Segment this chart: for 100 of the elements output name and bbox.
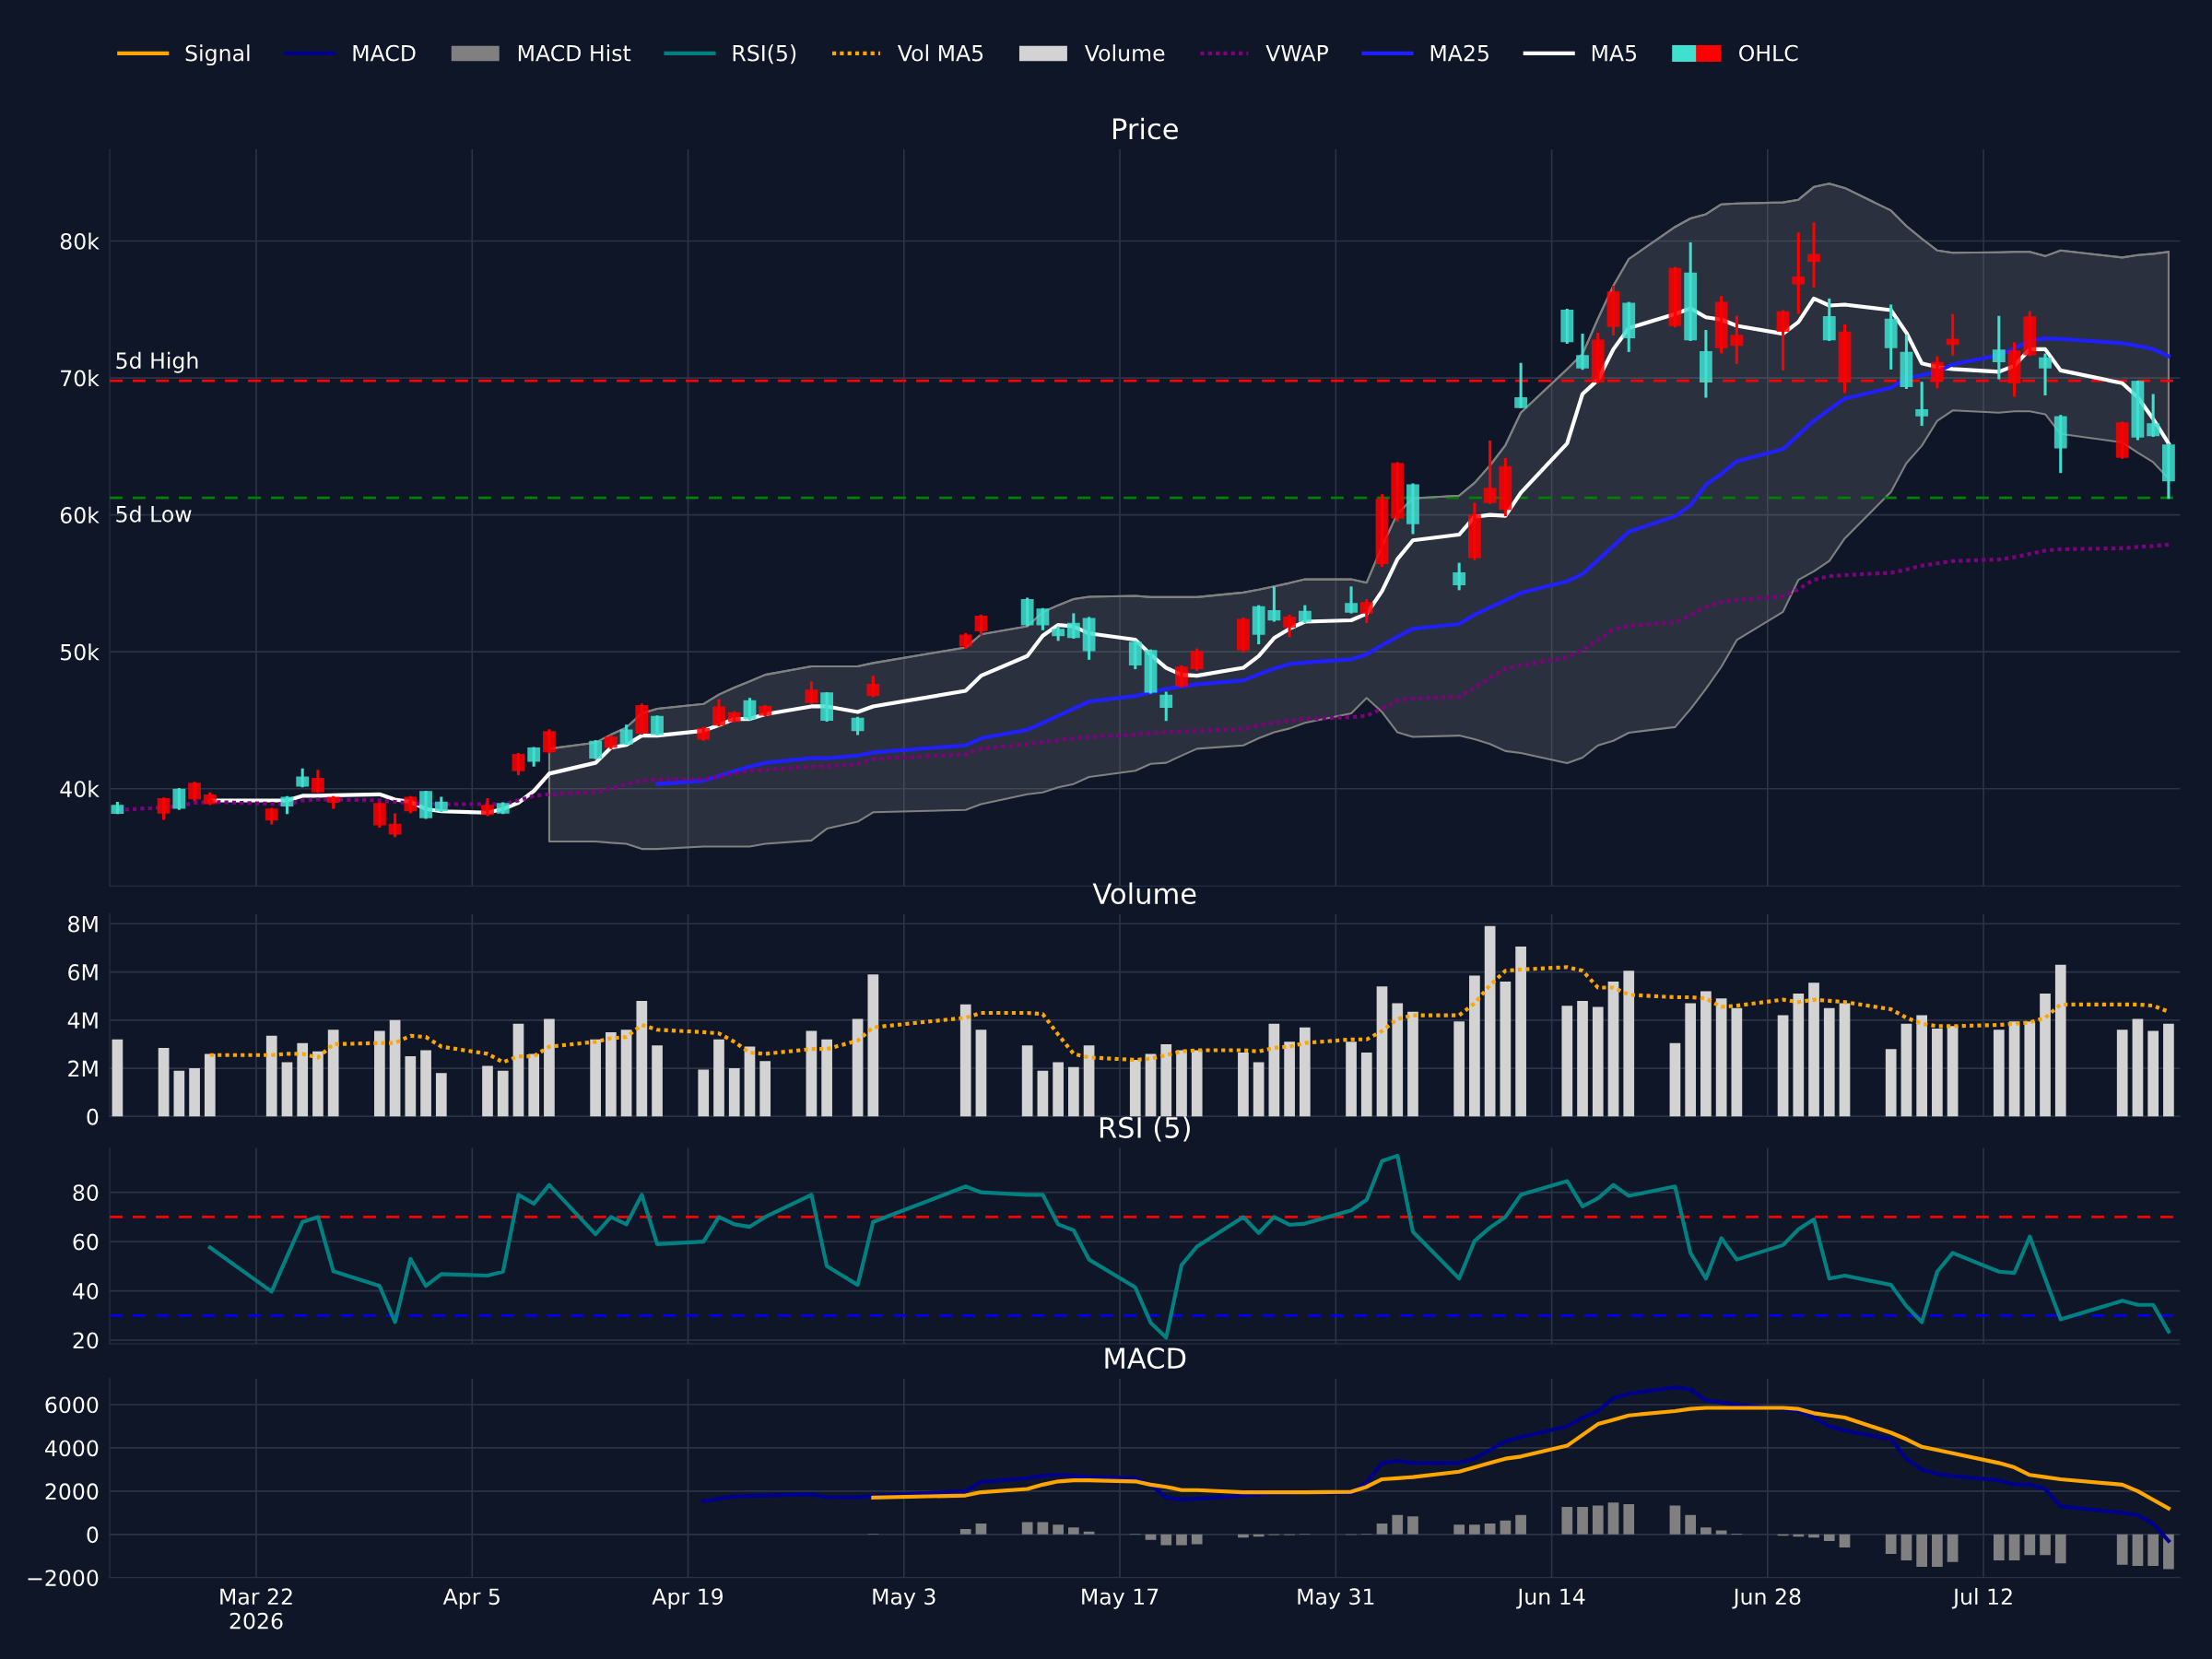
bar [1176,1050,1187,1117]
bar [1808,982,1819,1117]
candlestick [388,813,402,838]
y-tick-label: 0 [87,1526,99,1544]
bar [2024,1021,2036,1117]
bar [728,1068,740,1117]
bar [1715,1530,1727,1535]
y-tick-label: 40k [60,780,100,798]
bar [1700,991,1712,1117]
bar [1037,1070,1049,1117]
bar [1160,1043,1172,1117]
candlestick [1792,232,1806,314]
bar [1392,1514,1404,1535]
bar [606,1031,617,1117]
bar [389,1019,401,1117]
candlestick [1345,586,1358,614]
bar [2132,1018,2144,1117]
bar [959,1528,971,1535]
candlestick [527,747,541,767]
bar [2024,1534,2036,1556]
bar [2040,994,2051,1117]
x-tick-label: Apr 19 [652,1588,724,1609]
bar [1900,1023,1912,1117]
bar [374,1030,385,1117]
bar [1715,998,1727,1117]
bar [1469,975,1480,1117]
candlestick [1283,614,1297,638]
candlestick [1175,665,1188,688]
candlestick [1359,598,1373,624]
bar [867,974,879,1117]
y-tick-label: 4M [67,1012,98,1029]
bar [1037,1522,1049,1535]
bar [698,1069,710,1117]
legend-label: Vol MA5 [897,44,983,62]
bar [2116,1030,2128,1117]
bar [1515,947,1526,1117]
bar [1407,1516,1418,1535]
bar [1392,1003,1404,1117]
bar [2054,964,2066,1117]
bar [1500,1520,1512,1535]
x-tick-label: Jul 12 [1951,1587,2012,1609]
candlestick [1776,310,1790,371]
bar [1561,1507,1573,1535]
bar [852,1018,864,1117]
candlestick [1992,315,2006,380]
bar [1916,1015,1928,1117]
bar [2054,1534,2066,1564]
bar [1592,1006,1604,1117]
bar [1993,1534,2005,1561]
chart-title: Price [1112,117,1178,140]
bar [1607,982,1619,1117]
candlestick [1483,440,1497,504]
bar [497,1070,509,1117]
bar [1145,1534,1157,1540]
candlestick [512,753,525,775]
bar [1191,1534,1203,1545]
bar [1469,1524,1480,1535]
bar [1669,1042,1681,1117]
candlestick [172,787,186,810]
bar [2147,1534,2159,1567]
candlestick [619,724,633,746]
line-series [871,1406,2171,1511]
legend-label: MACD [353,44,416,62]
bar [1823,1007,1835,1117]
x-tick-label: May 3 [873,1588,935,1609]
bar [1067,1527,1079,1535]
bar [1083,1531,1095,1535]
legend-label: MACD Hist [518,44,631,62]
candlestick [805,681,818,704]
y-tick-label: 70k [61,370,100,387]
bar [1346,1041,1357,1117]
candlestick [1267,586,1281,622]
legend-label: Signal [185,44,250,66]
bar [1145,1053,1157,1117]
legend-label: MA5 [1592,44,1637,62]
legend-label: Volume [1084,44,1165,62]
legend-label: VWAP [1265,44,1328,62]
bar [2147,1030,2159,1117]
candlestick [1946,313,1959,356]
bar [189,1068,200,1117]
bar [1407,1011,1418,1117]
bar [1238,1053,1249,1117]
bar [405,1056,417,1117]
legend-label: RSI(5) [733,44,796,65]
bar [2040,1534,2051,1556]
candlestick [543,729,556,754]
candlestick [712,699,725,727]
bar [1129,1059,1141,1117]
bar [1916,1534,1928,1568]
ref-line-label: 5d High [116,351,198,373]
candlestick [1807,222,1820,288]
y-tick-label: 80 [73,1184,99,1201]
bar [1500,982,1512,1117]
bar [1947,1534,1959,1562]
bar [620,1030,632,1117]
x-tick-label: Jun 28 [1732,1588,1801,1609]
candlestick [312,770,324,794]
bar [2116,1534,2128,1565]
bar [1360,1053,1372,1117]
bar [297,1042,309,1117]
